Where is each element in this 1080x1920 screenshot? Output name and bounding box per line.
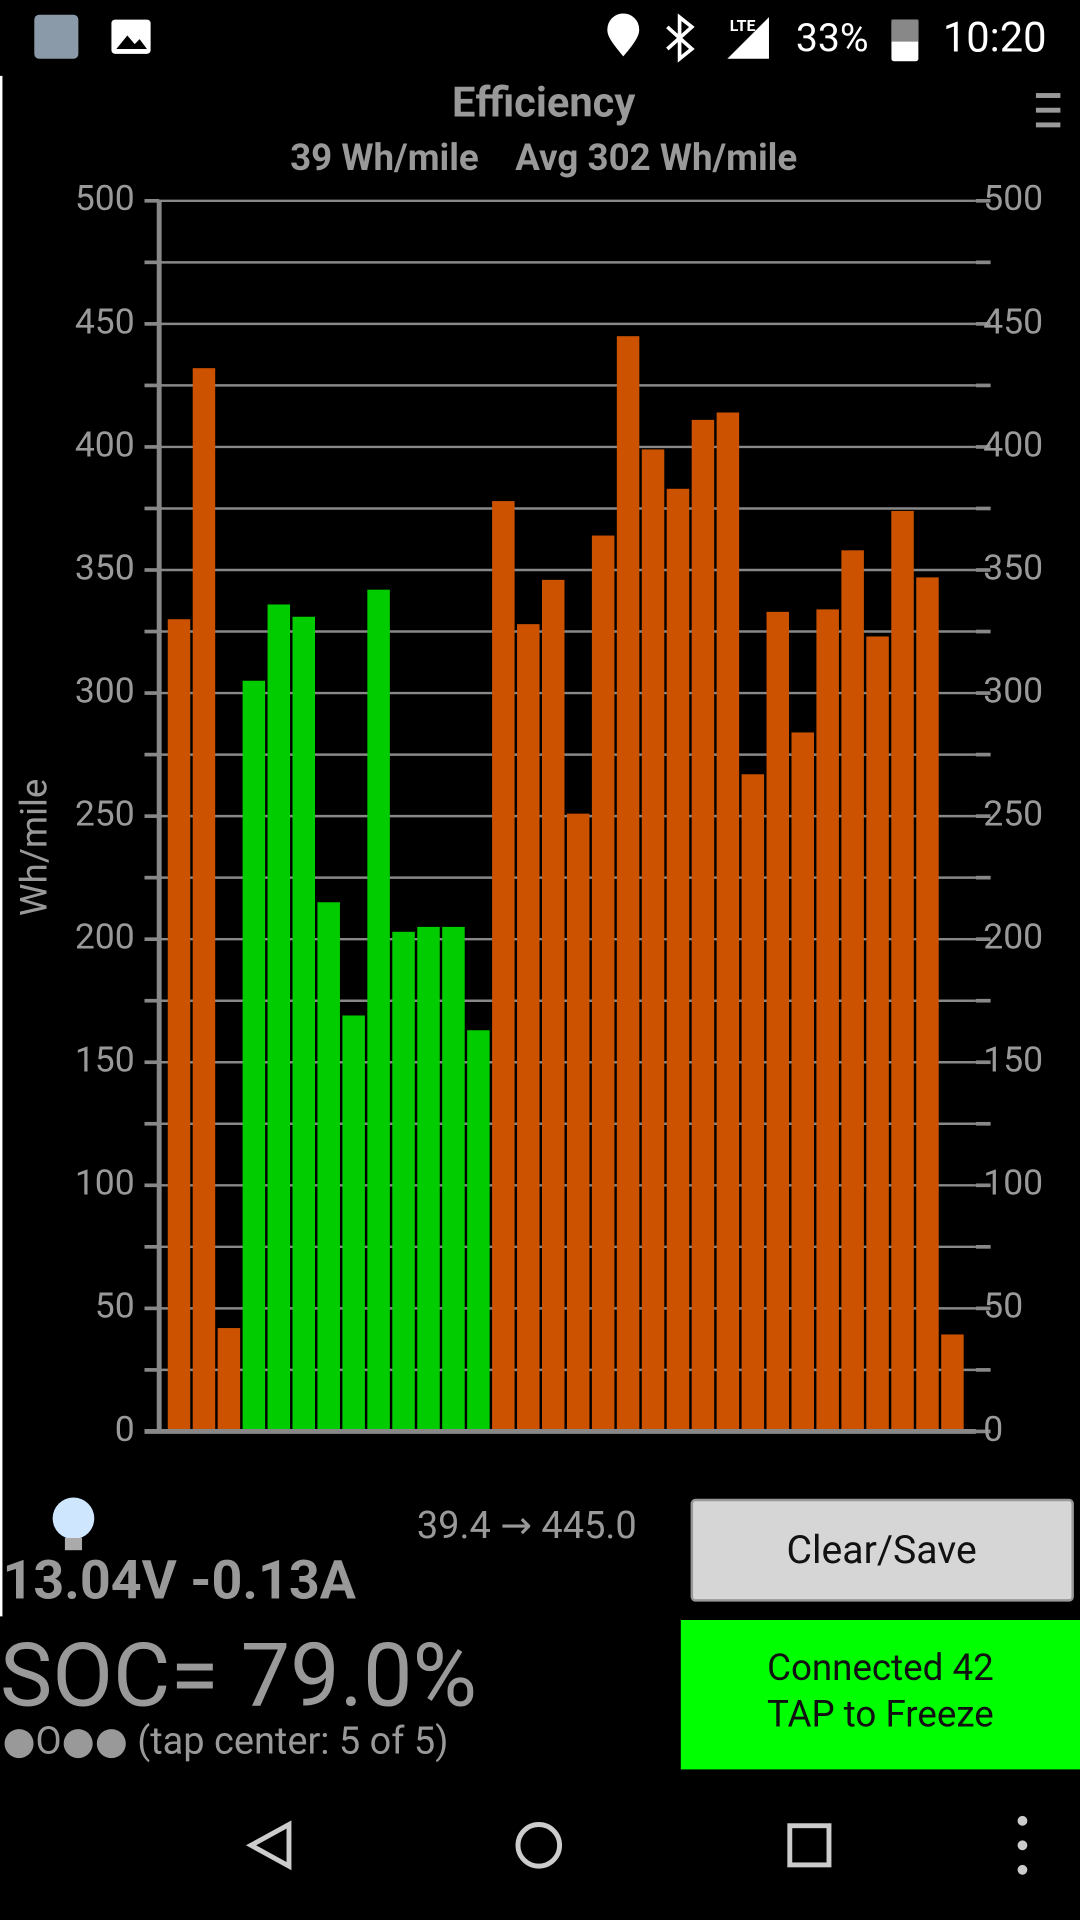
plot-area: 0 0 50 50 100 100 150 150 200 200 250 250 300 300 350 3…: [75, 177, 1043, 1450]
bar: [941, 1334, 964, 1432]
y-tick-label: 250: [75, 792, 135, 834]
y2-tick-label: 350: [983, 546, 1043, 588]
y2-tick-label: 0: [983, 1408, 1003, 1450]
bar: [417, 926, 440, 1432]
bar: [816, 609, 839, 1432]
dot[interactable]: [1017, 1864, 1028, 1875]
chart-subtitle: 39 Wh/mile Avg 302 Wh/mile: [290, 136, 797, 179]
page-indicator[interactable]: ●O●● (tap center: 5 of 5): [2, 1720, 448, 1764]
bulb-base[interactable]: [64, 1537, 83, 1551]
overflow-button[interactable]: [1017, 1815, 1028, 1875]
y2-tick-label: 50: [983, 1285, 1023, 1327]
bluetooth-icon: [666, 13, 695, 63]
voltage-current: 13.04V -0.13A: [2, 1550, 356, 1613]
back-button[interactable]: [245, 1820, 292, 1871]
menu-bar[interactable]: [1035, 122, 1061, 128]
bar: [467, 1030, 490, 1432]
bar: [766, 611, 790, 1432]
bar: [891, 510, 914, 1432]
y-tick-label: 450: [75, 300, 135, 342]
bar: [367, 589, 390, 1432]
bar: [866, 636, 889, 1432]
bar: [616, 336, 640, 1432]
y2-tick-label: 150: [983, 1039, 1043, 1081]
bar: [442, 926, 465, 1432]
bar: [217, 1328, 241, 1432]
bar: [666, 488, 690, 1432]
y-axis-label: Wh/mile: [12, 779, 55, 916]
clock: 10:20: [943, 13, 1047, 62]
app-icon: [34, 14, 79, 59]
y2-tick-label: 500: [983, 177, 1043, 219]
bar: [517, 624, 540, 1432]
bar: [691, 419, 715, 1432]
bar: [566, 813, 590, 1432]
bar: [716, 412, 740, 1432]
status-bar: LTE 33% 10:20: [34, 13, 1047, 63]
bar: [192, 368, 216, 1432]
button-face[interactable]: [690, 1498, 1074, 1602]
y-tick-label: 200: [75, 916, 135, 958]
bar: [791, 732, 814, 1432]
y-tick-label: 300: [75, 669, 135, 711]
y-tick-label: 0: [115, 1408, 135, 1450]
y-tick-label: 500: [75, 177, 135, 219]
range-text: 39.4 → 445.0: [417, 1504, 637, 1548]
connection-button[interactable]: Connected 42 TAP to Freeze: [680, 1620, 1080, 1770]
y2-tick-label: 100: [983, 1162, 1043, 1204]
location-icon: [607, 13, 640, 57]
y-tick-label: 50: [95, 1285, 135, 1327]
dot[interactable]: [1017, 1815, 1028, 1826]
bar: [841, 550, 864, 1432]
home-button[interactable]: [515, 1822, 563, 1869]
bar: [242, 680, 266, 1432]
y2-tick-label: 300: [983, 669, 1043, 711]
bar: [492, 501, 515, 1432]
bar: [317, 902, 340, 1432]
button-face[interactable]: [680, 1620, 1080, 1770]
y-tick-label: 350: [75, 546, 135, 588]
connection-status[interactable]: Connected 42: [767, 1646, 994, 1689]
soc-text: SOC= 79.0%: [0, 1624, 477, 1728]
button-label[interactable]: Clear/Save: [786, 1527, 976, 1573]
navigation-bar: [245, 1815, 1028, 1875]
y-tick-label: 100: [75, 1162, 135, 1204]
y2-tick-label: 250: [983, 792, 1043, 834]
bar: [916, 577, 939, 1432]
bar: [267, 604, 291, 1432]
dot[interactable]: [1017, 1840, 1028, 1851]
battery-percent: 33%: [796, 15, 869, 61]
bar: [167, 619, 191, 1432]
gallery-glyph: [116, 35, 147, 49]
freeze-hint[interactable]: TAP to Freeze: [767, 1692, 994, 1735]
bar: [292, 616, 315, 1432]
clear-save-button[interactable]: Clear/Save: [690, 1498, 1074, 1602]
bar: [541, 579, 565, 1432]
bar: [741, 774, 765, 1432]
y-tick-label: 400: [75, 423, 135, 465]
bar: [392, 931, 415, 1432]
bulb-icon[interactable]: [52, 1497, 95, 1551]
signal-icon: [727, 17, 769, 59]
menu-bar[interactable]: [1035, 107, 1061, 113]
bar: [591, 535, 615, 1432]
menu-button[interactable]: [1035, 93, 1061, 128]
chart-title: Efficiency: [452, 78, 635, 127]
recents-button[interactable]: [787, 1823, 832, 1868]
bar: [342, 1015, 365, 1432]
y2-tick-label: 450: [983, 300, 1043, 342]
menu-bar[interactable]: [1035, 93, 1061, 98]
y-tick-label: 150: [75, 1039, 135, 1081]
bulb-glass[interactable]: [52, 1497, 95, 1540]
y2-tick-label: 200: [983, 916, 1043, 958]
y2-tick-label: 400: [983, 423, 1043, 465]
battery-empty: [891, 19, 919, 42]
bar: [641, 449, 665, 1432]
network-type: LTE: [730, 16, 756, 35]
